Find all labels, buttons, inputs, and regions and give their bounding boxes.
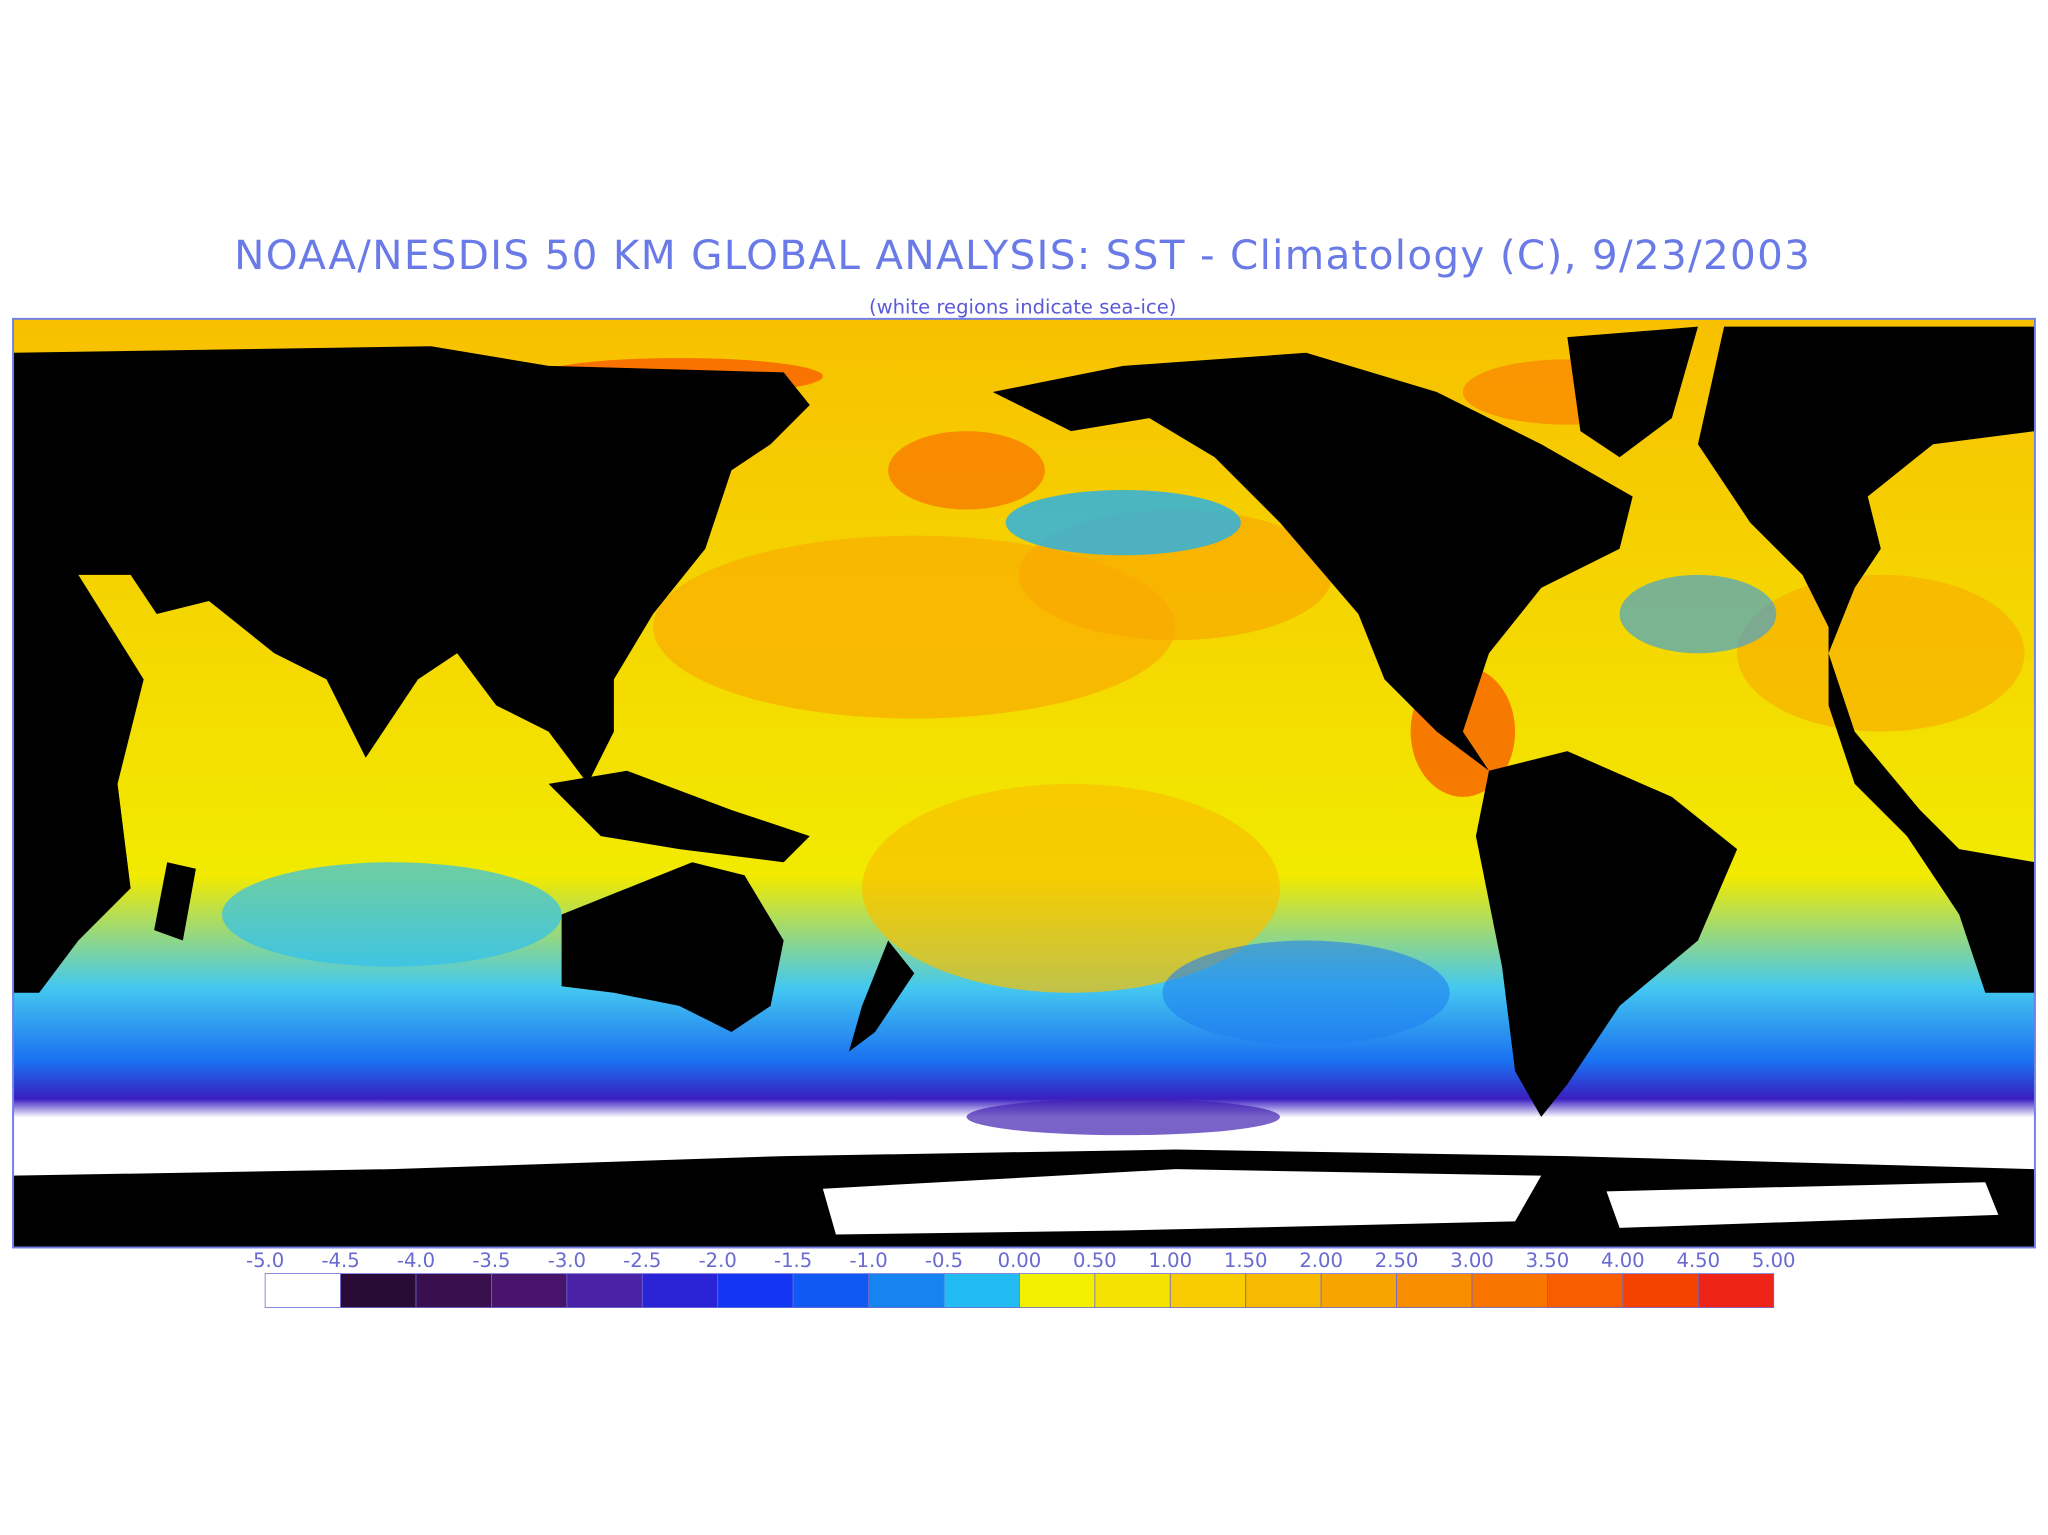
colorbar-swatch (1622, 1273, 1699, 1308)
colorbar-swatch (415, 1273, 492, 1308)
colorbar-label: 3.00 (1450, 1249, 1494, 1272)
map-frame (12, 317, 2036, 1249)
colorbar-swatch (491, 1273, 568, 1308)
colorbar-label: 4.00 (1601, 1249, 1645, 1272)
greenland (1567, 326, 1698, 458)
colorbar-label: 0.50 (1073, 1249, 1117, 1272)
colorbar-swatch (1320, 1273, 1397, 1308)
land (13, 326, 2035, 1248)
australia (561, 862, 784, 1032)
colorbar-label: -2.0 (699, 1249, 737, 1272)
colorbar-swatch (641, 1273, 719, 1308)
colorbar-swatch (566, 1273, 643, 1308)
colorbar-swatch (340, 1273, 417, 1308)
colorbar-swatch (943, 1273, 1020, 1308)
maritime-asia (548, 770, 810, 863)
colorbar-swatch (264, 1273, 341, 1308)
north-america (992, 352, 1633, 771)
ice-shelves (822, 1169, 1999, 1235)
colorbar-label: -4.5 (321, 1249, 359, 1272)
colorbar-swatch (792, 1273, 869, 1308)
colorbar-swatch (1245, 1273, 1322, 1308)
madagascar (154, 862, 196, 941)
colorbar-label: 4.50 (1676, 1249, 1720, 1272)
colorbar-label: 3.50 (1526, 1249, 1570, 1272)
colorbar-label: 2.00 (1299, 1249, 1343, 1272)
eurasia-africa (13, 346, 810, 993)
map (13, 318, 2035, 1248)
colorbar-label: -3.0 (548, 1249, 586, 1272)
colorbar-label: -3.5 (472, 1249, 510, 1272)
colorbar-swatch (1094, 1273, 1171, 1308)
colorbar-label: -1.5 (774, 1249, 812, 1272)
colorbar-label: -2.5 (623, 1249, 661, 1272)
colorbar-label: 1.50 (1224, 1249, 1268, 1272)
colorbar: -5.0 -4.5 -4.0 -3.5 -3.0 -2.5 -2.0 -1.5 -1.0 -0.5… (246, 1249, 1796, 1308)
colorbar-swatch (1019, 1273, 1096, 1308)
colorbar-swatch (717, 1273, 794, 1308)
colorbar-label: -0.5 (925, 1249, 963, 1272)
colorbar-label: 1.00 (1148, 1249, 1192, 1272)
europe-africa (1697, 326, 2035, 993)
south-america (1475, 751, 1738, 1117)
colorbar-label: 0.00 (998, 1249, 1042, 1272)
colorbar-swatch (1697, 1273, 1775, 1308)
colorbar-swatch (1169, 1273, 1247, 1308)
new-zealand (848, 940, 915, 1052)
colorbar-label: 5.00 (1752, 1249, 1796, 1272)
colorbar-label: -5.0 (246, 1249, 284, 1272)
colorbar-swatch (1471, 1273, 1548, 1308)
subtitle: (white regions indicate sea-ice) (869, 296, 1176, 319)
colorbar-swatch (1396, 1273, 1473, 1308)
title: NOAA/NESDIS 50 KM GLOBAL ANALYSIS: SST -… (234, 231, 1811, 279)
colorbar-label: -4.0 (397, 1249, 435, 1272)
colorbar-label: 2.50 (1375, 1249, 1419, 1272)
colorbar-swatch (868, 1273, 945, 1308)
colorbar-label: -1.0 (849, 1249, 887, 1272)
colorbar-swatch (1547, 1273, 1624, 1308)
